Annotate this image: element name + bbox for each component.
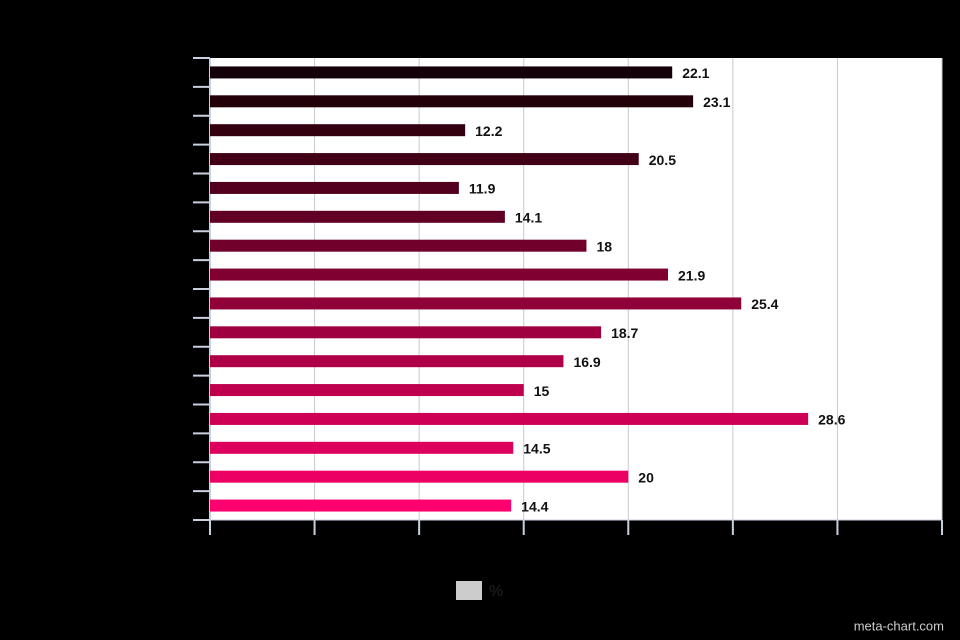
bar (210, 268, 669, 281)
data-label: 11.9 (469, 181, 496, 197)
bar (210, 95, 694, 108)
bar (210, 297, 742, 310)
data-label: 14.5 (523, 441, 550, 457)
bar (210, 153, 639, 166)
data-label: 25.4 (751, 296, 778, 312)
data-label: 21.9 (678, 267, 705, 283)
data-label: 23.1 (703, 94, 730, 110)
data-label: 22.1 (682, 65, 709, 81)
data-label: 14.4 (521, 498, 548, 514)
bar (210, 181, 459, 194)
bar (210, 355, 564, 368)
data-label: 18.7 (611, 325, 638, 341)
bar (210, 326, 602, 339)
bar (210, 412, 809, 425)
data-label: 28.6 (818, 412, 845, 428)
bar (210, 441, 514, 454)
data-label: 18 (596, 238, 612, 254)
bar (210, 210, 505, 223)
data-label: 16.9 (573, 354, 600, 370)
legend-label: % (489, 583, 503, 600)
data-label: 12.2 (475, 123, 502, 139)
bar (210, 384, 524, 397)
data-label: 15 (534, 383, 550, 399)
bar (210, 124, 466, 137)
bar (210, 470, 629, 483)
credit: meta-chart.com (854, 618, 944, 633)
data-label: 20 (638, 469, 654, 485)
bar (210, 239, 587, 252)
legend-swatch (456, 581, 482, 600)
bar (210, 66, 673, 79)
data-label: 14.1 (515, 210, 542, 226)
bar (210, 499, 512, 512)
data-label: 20.5 (649, 152, 676, 168)
